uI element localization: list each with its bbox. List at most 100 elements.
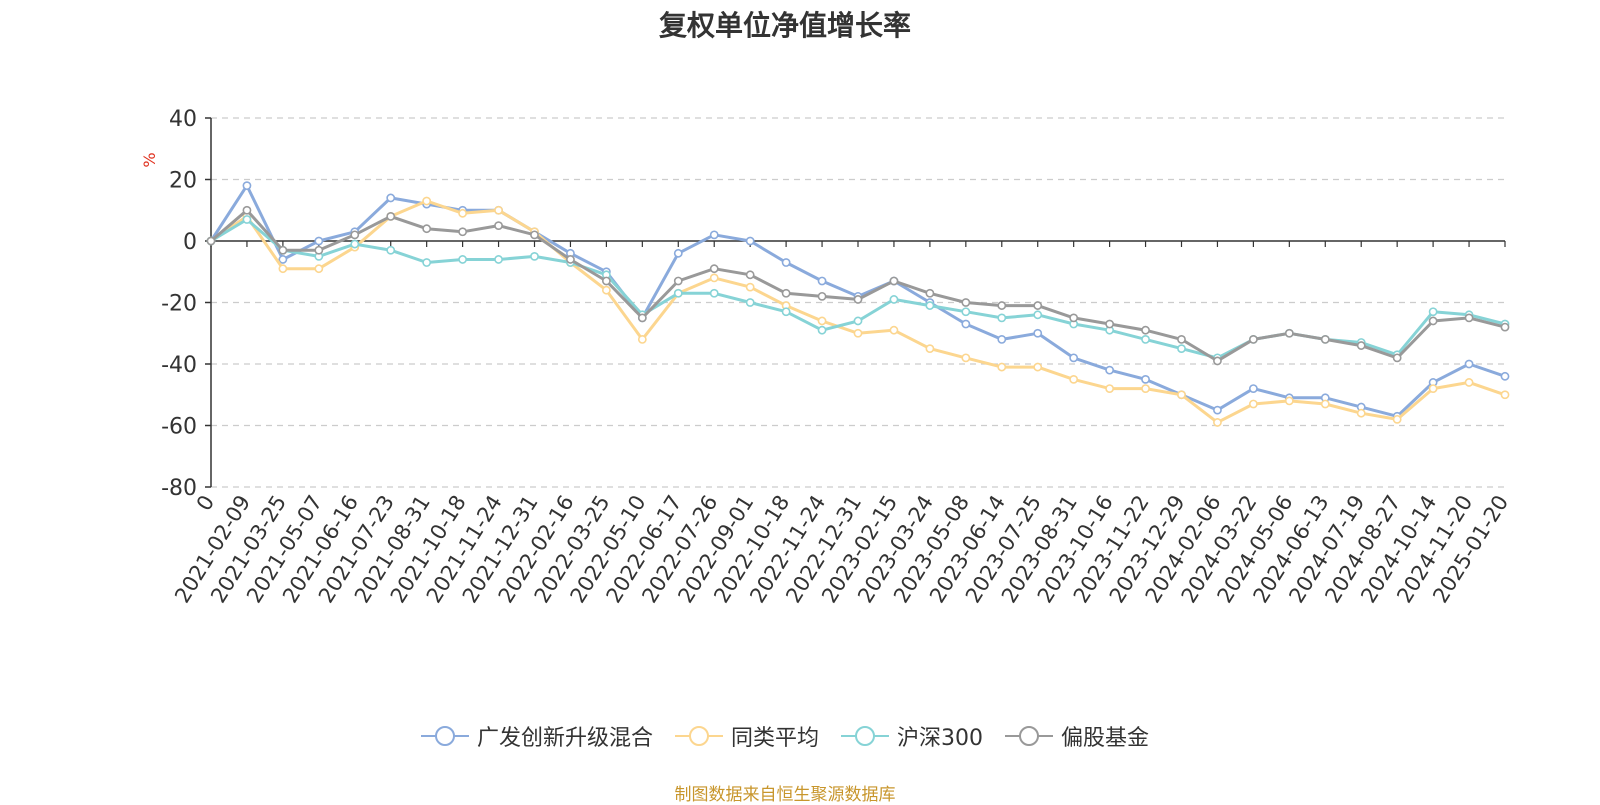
y-tick-label: 40 xyxy=(169,107,197,132)
line-chart: 40200-20-40-60-8002021-02-092021-03-2520… xyxy=(140,107,1513,607)
data-point xyxy=(889,276,899,286)
data-point xyxy=(422,258,432,267)
data-point xyxy=(1141,325,1150,335)
axes xyxy=(205,117,1506,488)
legend-label: 偏股基金 xyxy=(1061,726,1150,751)
data-point xyxy=(566,255,575,264)
legend-line-icon xyxy=(420,726,469,746)
data-point xyxy=(673,276,683,286)
data-point xyxy=(1213,405,1222,415)
data-point xyxy=(278,255,288,264)
data-point xyxy=(997,313,1007,323)
data-point xyxy=(1392,353,1402,363)
data-point xyxy=(242,205,252,215)
y-tick-label: 0 xyxy=(183,230,197,255)
data-point xyxy=(961,298,971,307)
legend: 广发创新升级混合 同类平均 沪深300 偏股基金 xyxy=(0,720,1570,752)
legend-line-icon xyxy=(841,726,889,746)
data-point xyxy=(314,236,324,246)
data-point xyxy=(386,211,396,221)
data-point xyxy=(853,295,863,304)
data-point xyxy=(1105,319,1115,329)
legend-line-icon xyxy=(1005,726,1053,746)
data-point xyxy=(817,325,827,335)
data-point xyxy=(314,264,324,274)
data-point xyxy=(709,273,719,283)
y-tick-label: -80 xyxy=(161,476,197,501)
data-point xyxy=(278,245,288,255)
data-point xyxy=(709,230,719,240)
data-point xyxy=(853,328,863,338)
data-point xyxy=(350,230,360,240)
data-point xyxy=(386,193,396,203)
data-point xyxy=(1248,384,1258,393)
data-point xyxy=(673,288,683,298)
data-point xyxy=(1141,374,1150,384)
data-point xyxy=(709,264,719,274)
gridlines xyxy=(211,117,1505,488)
data-point xyxy=(1356,408,1366,418)
y-tick-label: 20 xyxy=(169,169,197,194)
y-tick-label: -40 xyxy=(161,353,197,378)
data-point xyxy=(997,301,1007,310)
data-point xyxy=(1033,310,1043,320)
data-point xyxy=(1428,316,1438,326)
data-point xyxy=(637,334,647,344)
legend-label: 广发创新升级混合 xyxy=(476,726,653,751)
data-point xyxy=(494,255,503,264)
y-tick-label: -20 xyxy=(161,292,197,317)
data-point xyxy=(709,288,719,298)
data-point xyxy=(458,227,468,237)
legend-item[interactable]: 广发创新升级混合 xyxy=(420,720,653,752)
data-point xyxy=(637,313,647,323)
data-point xyxy=(1500,322,1510,332)
data-point xyxy=(1141,384,1150,393)
data-point xyxy=(781,307,791,317)
data-point xyxy=(530,251,539,261)
data-point xyxy=(242,215,252,224)
data-point xyxy=(1464,313,1474,323)
data-point xyxy=(242,181,252,191)
data-point xyxy=(1428,384,1438,393)
data-point xyxy=(781,258,791,267)
data-point xyxy=(745,236,755,246)
series-lines xyxy=(206,181,1510,427)
data-point xyxy=(422,196,432,206)
legend-item[interactable]: 沪深300 xyxy=(841,720,983,752)
chart-title: 复权单位净值增长率 xyxy=(658,9,911,42)
data-point xyxy=(386,245,396,255)
data-point xyxy=(673,248,683,258)
data-point xyxy=(925,288,935,298)
data-point xyxy=(853,316,863,326)
data-point xyxy=(494,205,503,215)
series-line xyxy=(209,199,1507,424)
legend-item[interactable]: 偏股基金 xyxy=(1005,720,1149,752)
data-point xyxy=(1284,328,1294,338)
data-point xyxy=(1105,384,1115,393)
data-point xyxy=(1464,359,1474,369)
data-point xyxy=(1320,334,1330,344)
data-point xyxy=(1248,399,1258,409)
data-point xyxy=(1069,374,1079,384)
legend-item[interactable]: 同类平均 xyxy=(674,720,819,752)
data-point xyxy=(817,276,827,286)
data-point xyxy=(314,245,324,255)
series-line xyxy=(209,208,1507,363)
data-point xyxy=(1428,307,1438,317)
data-point xyxy=(1356,341,1366,350)
data-point xyxy=(350,239,360,249)
data-point xyxy=(1105,365,1115,375)
tick-labels: 40200-20-40-60-8002021-02-092021-03-2520… xyxy=(140,107,1513,607)
data-point xyxy=(817,291,827,301)
data-point xyxy=(1248,334,1258,344)
data-point xyxy=(889,295,899,304)
data-point xyxy=(1141,334,1150,344)
data-point xyxy=(1033,328,1043,338)
data-point xyxy=(1392,414,1402,424)
data-point xyxy=(889,325,899,335)
data-point xyxy=(1284,396,1294,406)
data-point xyxy=(601,285,611,295)
data-point xyxy=(494,221,503,231)
data-point xyxy=(530,230,539,240)
data-point xyxy=(1177,390,1186,400)
